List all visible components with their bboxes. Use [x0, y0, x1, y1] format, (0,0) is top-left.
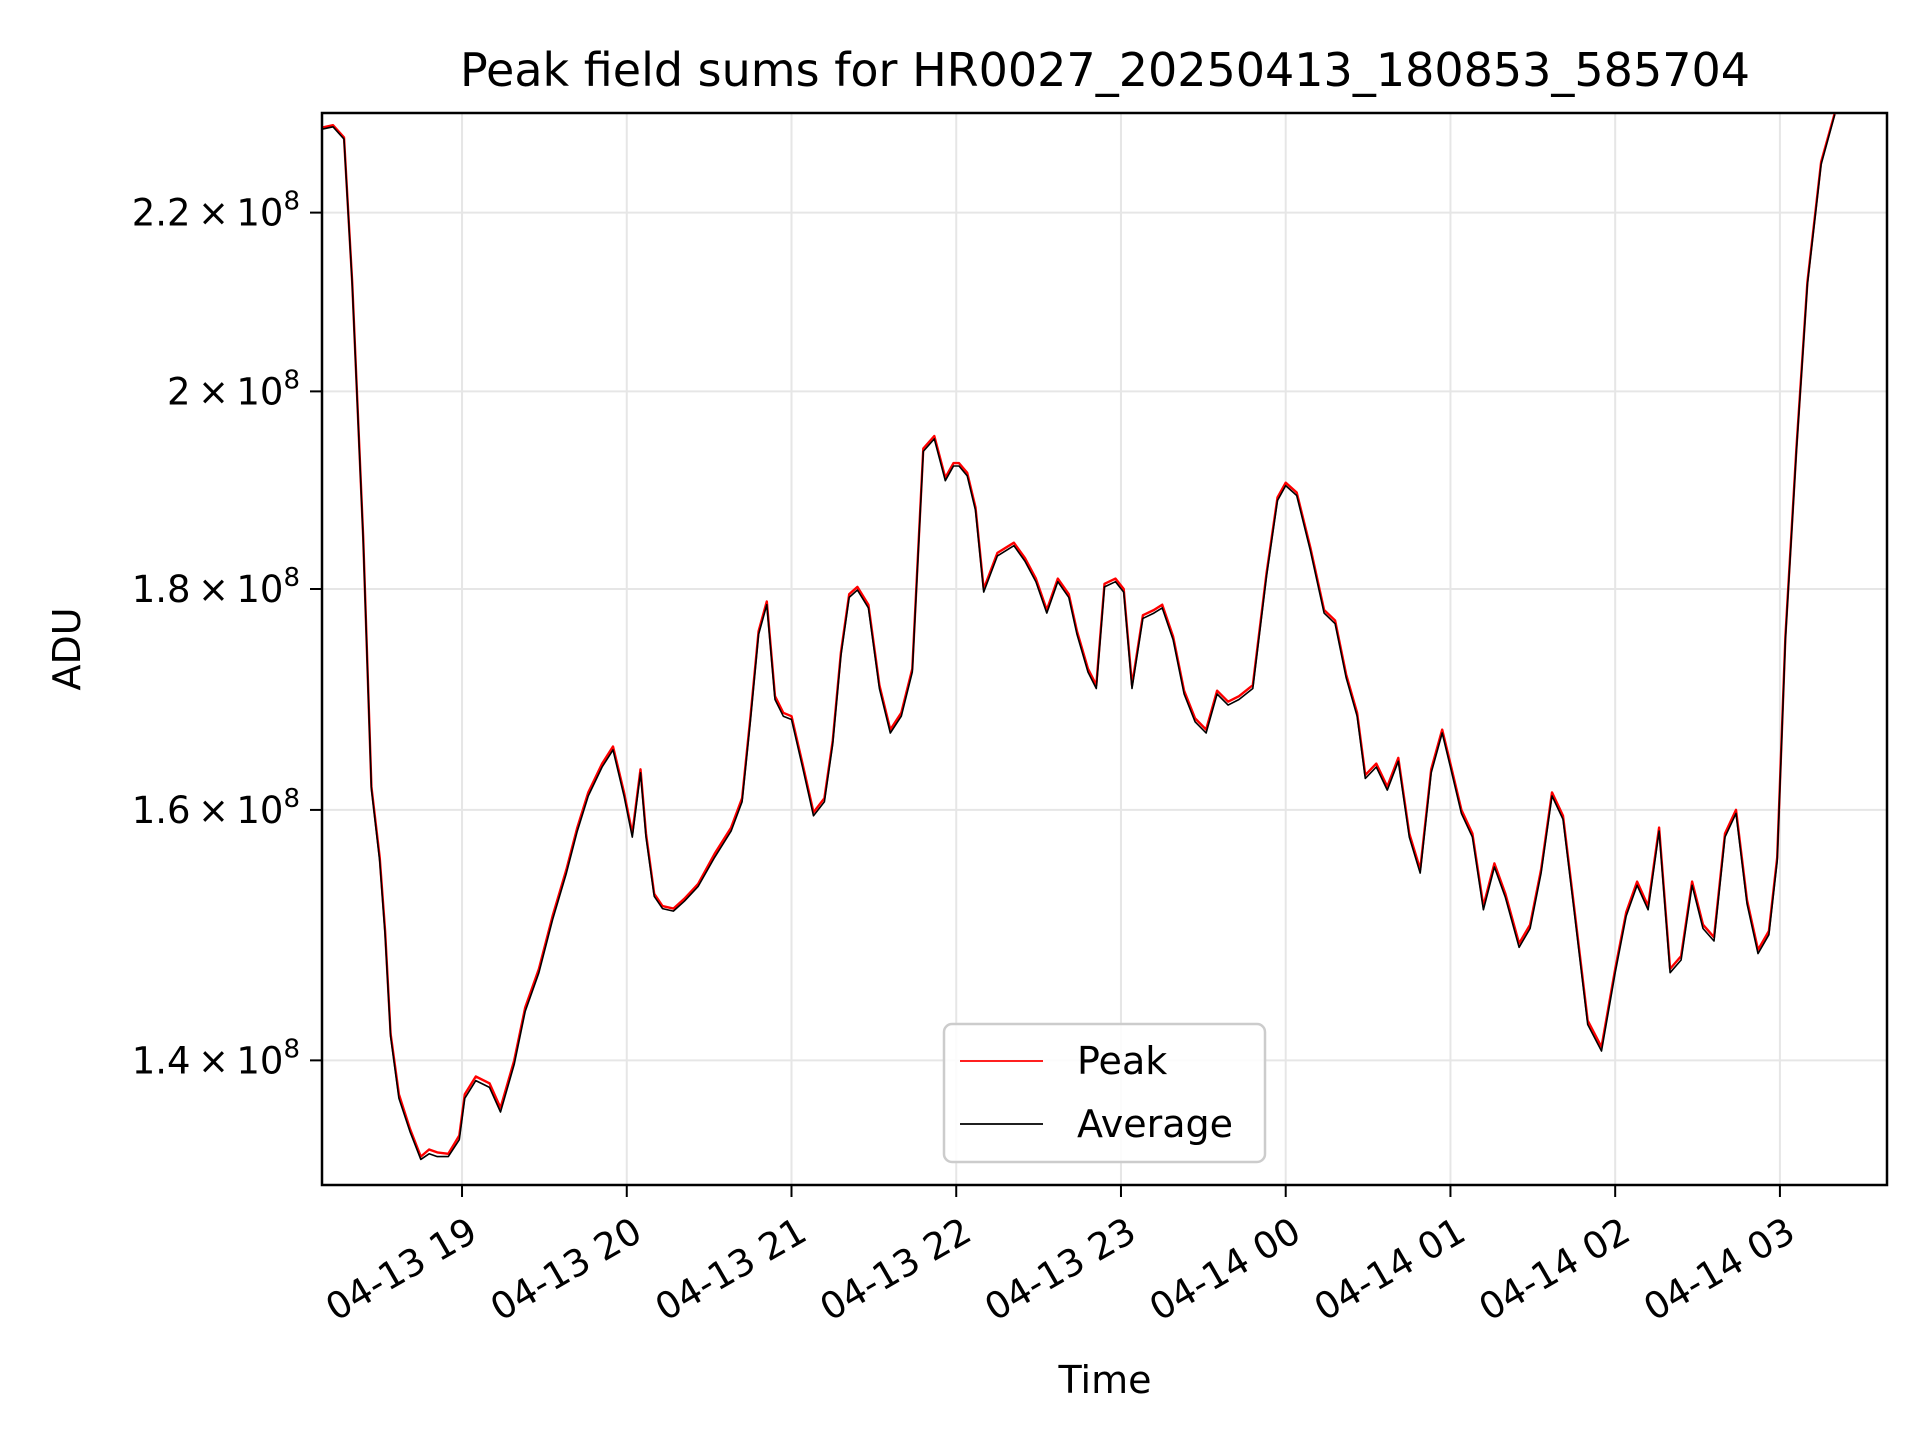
- legend-label-peak: Peak: [1077, 1039, 1167, 1083]
- x-axis-label: Time: [1058, 1358, 1152, 1402]
- plot-area: [320, 111, 1889, 1187]
- y-tick-label: 1.6 × 108: [132, 784, 300, 832]
- legend-label-average: Average: [1077, 1102, 1233, 1146]
- y-tick-label: 1.8 × 108: [132, 563, 300, 611]
- y-tick-label: 2 × 108: [167, 365, 300, 413]
- y-tick-label: 1.4 × 108: [132, 1034, 300, 1082]
- legend: Peak Average: [942, 1022, 1267, 1164]
- chart-title: Peak field sums for HR0027_20250413_1808…: [460, 43, 1750, 97]
- y-tick-label: 2.2 × 108: [132, 187, 300, 235]
- legend-box: [942, 1022, 1267, 1164]
- series-layer: [322, 113, 1836, 1161]
- y-axis: 1.4 × 108 1.6 × 108 1.8 × 108 2 × 108 2.2 × …: [132, 187, 322, 1082]
- y-axis-label: ADU: [45, 607, 89, 690]
- series-line-average: [322, 114, 1836, 1161]
